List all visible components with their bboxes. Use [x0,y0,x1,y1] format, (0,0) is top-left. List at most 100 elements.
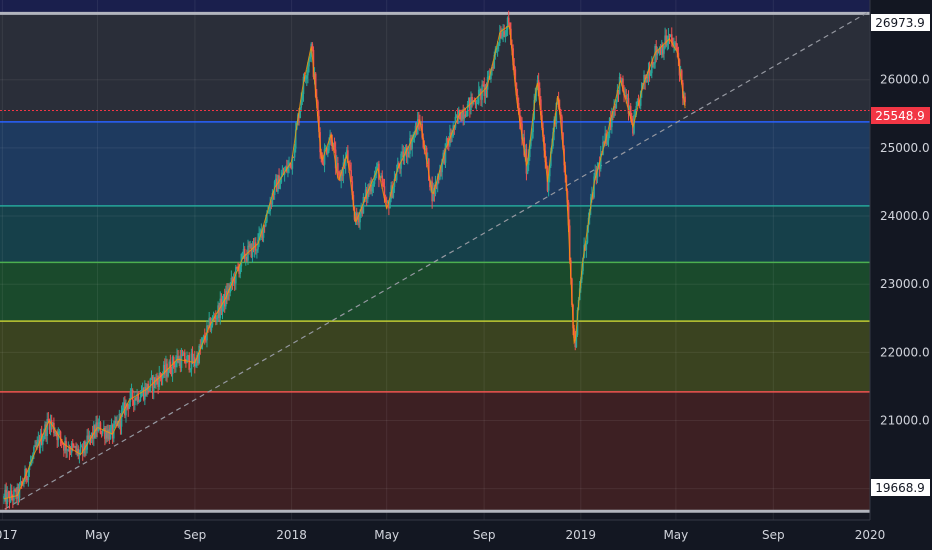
candle-body [188,355,191,370]
trend-line[interactable] [4,11,870,510]
candle-body [274,178,277,182]
candle-body [120,410,123,427]
candle-body [631,118,633,123]
candle-body [550,151,552,166]
candle-body [426,158,429,160]
candle-body [662,44,664,54]
candle-body [504,35,507,37]
candle-body [334,149,337,169]
candle-body [393,178,396,187]
candle-body [305,75,308,79]
candle-body [252,243,255,250]
candle-body [328,143,330,151]
candle-body [643,74,645,84]
candle-body [239,266,242,274]
candle-body [165,363,167,374]
candle-body [495,48,498,50]
candle-body [442,152,445,160]
candle-body [28,466,31,471]
price-axis[interactable] [870,0,932,550]
candle-body [484,84,487,96]
candle-body [145,386,147,395]
candle-body [167,372,169,377]
candle-body [101,429,104,434]
candle-body [548,165,551,177]
candle-body [526,165,529,174]
candle-body [308,58,310,67]
candle-body [425,147,428,160]
candle-body [201,338,204,345]
candle-body [383,186,386,199]
candle-body [646,76,649,79]
fib-band-4 [0,321,870,392]
candle-body [621,78,623,83]
candle-body [322,163,325,165]
x-tick-label: 2017 [0,528,18,542]
candle-body [652,62,654,65]
candle-body [668,36,671,37]
candle-body [337,163,339,172]
candle-body [191,353,194,364]
candle-body [475,103,478,105]
candle-body [135,398,137,401]
candle-body [639,90,642,106]
candle-body [34,445,36,447]
candle-body [288,162,290,167]
candle-body [106,431,108,439]
candle-body [246,257,248,261]
candle-body [492,67,494,69]
candle-body [142,388,145,400]
candle-body [86,435,88,450]
candle-body [83,441,85,454]
candle-body [77,448,80,456]
candle-body [391,185,394,198]
x-tick-label: 2019 [566,528,597,542]
candle-body [576,309,579,335]
candle-body [14,489,16,491]
candle-body [195,363,197,366]
candle-body [521,123,523,140]
time-axis[interactable] [0,520,932,550]
high-price-label: 26973.9 [875,16,925,30]
candle-body [561,116,563,133]
candle-body [566,190,569,203]
candle-body [180,354,183,369]
candle-body [128,401,131,409]
candle-body [55,432,57,434]
candle-body [130,390,133,392]
candle-body [144,386,146,400]
band-below-low [0,511,870,520]
candle-body [684,96,686,103]
x-tick-label: Sep [762,528,785,542]
candle-body [506,17,509,30]
candle-body [471,96,473,105]
candle-body [181,354,184,356]
high-price-tag: 26973.9 [871,14,930,31]
candle-body [137,393,139,402]
candle-body [395,171,398,181]
candle-body [496,46,499,49]
candle-body [357,217,359,220]
candle-body [627,98,630,114]
candle-body [362,196,365,214]
candle-body [269,202,271,212]
candle-body [381,175,384,183]
candle-body [222,294,225,304]
candle-body [10,490,13,498]
candle-body [187,355,189,357]
candle-body [46,419,49,437]
candle-body [429,180,431,188]
candle-body [350,170,352,182]
candle-body [290,163,293,169]
candle-body [33,446,35,455]
candle-body [5,489,7,505]
fib-band-0 [0,13,870,122]
candle-body [647,69,650,79]
candle-body [125,403,127,416]
candle-body [606,140,609,144]
candle-body [249,243,252,247]
y-tick-label: 24000.0 [880,209,930,223]
candle-body [114,420,116,424]
candle-body [532,119,534,132]
